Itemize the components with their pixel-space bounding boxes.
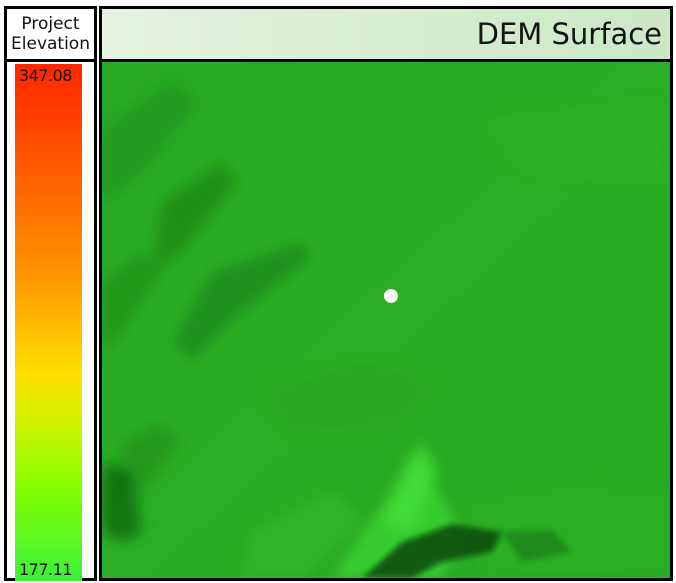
map-title: DEM Surface: [476, 17, 662, 51]
legend-max-value: 347.08: [19, 66, 72, 85]
dem-hillshade: [102, 62, 670, 578]
location-dot-icon[interactable]: [384, 289, 398, 303]
legend-title: Project Elevation: [4, 6, 97, 62]
legend-title-line2: Elevation: [11, 34, 90, 54]
dark-gully: [362, 524, 572, 578]
legend-title-line1: Project: [21, 14, 80, 34]
legend-min-value: 177.11: [19, 560, 72, 579]
map-title-bar: DEM Surface: [99, 6, 673, 62]
terrain-shading: [102, 82, 670, 542]
elevation-color-ramp: [15, 64, 82, 581]
dem-surface-map[interactable]: [99, 62, 673, 581]
